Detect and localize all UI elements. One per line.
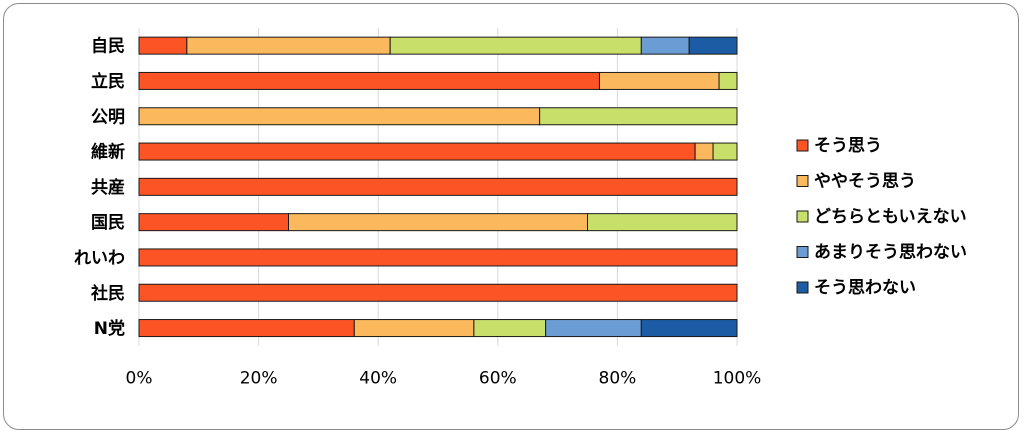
x-tick-label: 80% (599, 369, 637, 389)
bar-segment (138, 107, 541, 126)
legend-swatch (796, 139, 809, 152)
bar-segment (138, 36, 188, 55)
category-label: 国民 (91, 213, 125, 233)
legend-label: ややそう思う (814, 172, 916, 192)
bar-segment (186, 36, 391, 55)
legend-item: そう思う (796, 136, 882, 156)
bar-segment (587, 213, 738, 232)
legend-label: あまりそう思わない (814, 243, 967, 263)
category-label: N党 (94, 318, 125, 339)
x-tick-label: 20% (240, 369, 278, 389)
bar-segment (712, 142, 738, 161)
bar-segment (389, 36, 642, 55)
legend-label: そう思わない (814, 278, 916, 298)
category-label: 共産 (91, 177, 125, 198)
bar-segment (640, 319, 738, 338)
bar-segment (539, 107, 738, 126)
category-label: 社民 (90, 283, 125, 304)
legend-item: そう思わない (796, 278, 916, 298)
category-label: れいわ (74, 248, 125, 268)
legend-item: ややそう思う (796, 172, 916, 192)
category-label: 立民 (91, 71, 125, 92)
bar-segment (138, 71, 600, 90)
legend-item: あまりそう思わない (796, 243, 967, 263)
bar-segment (138, 142, 696, 161)
bar-segment (473, 319, 547, 338)
bar-segment (545, 319, 642, 338)
category-label: 維新 (91, 142, 125, 163)
legend-swatch (796, 281, 809, 294)
category-label: 公明 (91, 107, 125, 127)
legend-label: どちらともいえない (814, 207, 967, 227)
bar-segment (688, 36, 738, 55)
bar-segment (138, 319, 355, 338)
category-label: 自民 (91, 36, 125, 57)
x-axis-ticks: 0% 20% 40% 60% 80% 100% (126, 369, 762, 389)
bar-segment (138, 283, 738, 302)
bar-segment (353, 319, 475, 338)
bar-segment (138, 248, 738, 267)
x-tick-label: 40% (359, 369, 397, 389)
bar-segment (138, 177, 738, 196)
legend-swatch (796, 246, 809, 258)
legend-swatch (796, 175, 809, 187)
legend-label: そう思う (814, 136, 882, 156)
bar-segment (718, 71, 738, 90)
bar-segment (598, 71, 720, 90)
bar-segment (694, 142, 714, 161)
bar-segment (138, 213, 289, 232)
x-tick-label: 0% (126, 369, 153, 389)
legend-item: どちらともいえない (796, 207, 967, 227)
x-tick-label: 100% (713, 369, 762, 389)
bar-segment (288, 213, 588, 232)
bar-segment (640, 36, 690, 55)
x-tick-label: 60% (479, 369, 517, 389)
legend-swatch (796, 210, 809, 223)
